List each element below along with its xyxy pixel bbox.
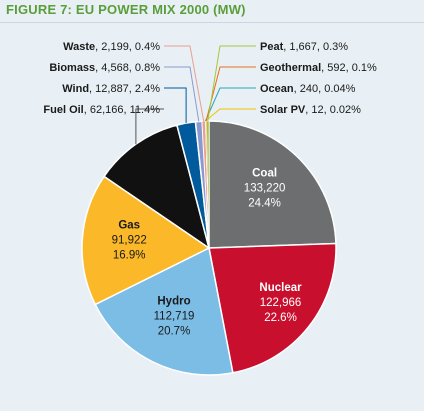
leader-line-waste xyxy=(164,45,205,122)
callout-wind: Wind, 12,887, 2.4% xyxy=(62,83,160,95)
slice-hydro xyxy=(94,246,234,376)
slice-gas xyxy=(81,175,211,306)
slice-label-hydro: Hydro 112,719 20.7% xyxy=(154,296,195,338)
leader-line-solar-pv xyxy=(204,108,256,122)
slice-label-coal: Coal 133,220 24.4% xyxy=(244,167,286,209)
slice-label-gas: Gas 91,922 16.9% xyxy=(112,220,147,262)
callout-solar-pv: Solar PV, 12, 0.02% xyxy=(260,104,361,116)
callout-ocean: Ocean, 240, 0.04% xyxy=(260,83,356,95)
callout-biomass: Biomass, 4,568, 0.8% xyxy=(49,62,160,74)
callout-peat: Peat, 1,667, 0.3% xyxy=(260,41,348,53)
leader-line-ocean xyxy=(205,87,256,122)
title-divider xyxy=(0,22,424,23)
callout-geothermal: Geothermal, 592, 0.1% xyxy=(260,62,377,74)
slice-nuclear xyxy=(208,242,337,374)
slice-coal xyxy=(208,120,337,249)
leader-line-biomass xyxy=(164,66,200,122)
slice-label-nuclear: Nuclear 122,966 22.6% xyxy=(259,282,302,324)
leader-line-wind xyxy=(164,87,187,124)
chart-title: FIGURE 7: EU POWER MIX 2000 (MW) xyxy=(6,2,246,17)
callout-fuel-oil: Fuel Oil, 62,166, 11.4% xyxy=(43,104,160,116)
leader-line-fuel-oil xyxy=(135,108,164,145)
callout-waste: Waste, 2,199, 0.4% xyxy=(63,41,160,53)
leader-line-peat xyxy=(207,45,256,122)
leader-line-geothermal xyxy=(205,66,256,122)
